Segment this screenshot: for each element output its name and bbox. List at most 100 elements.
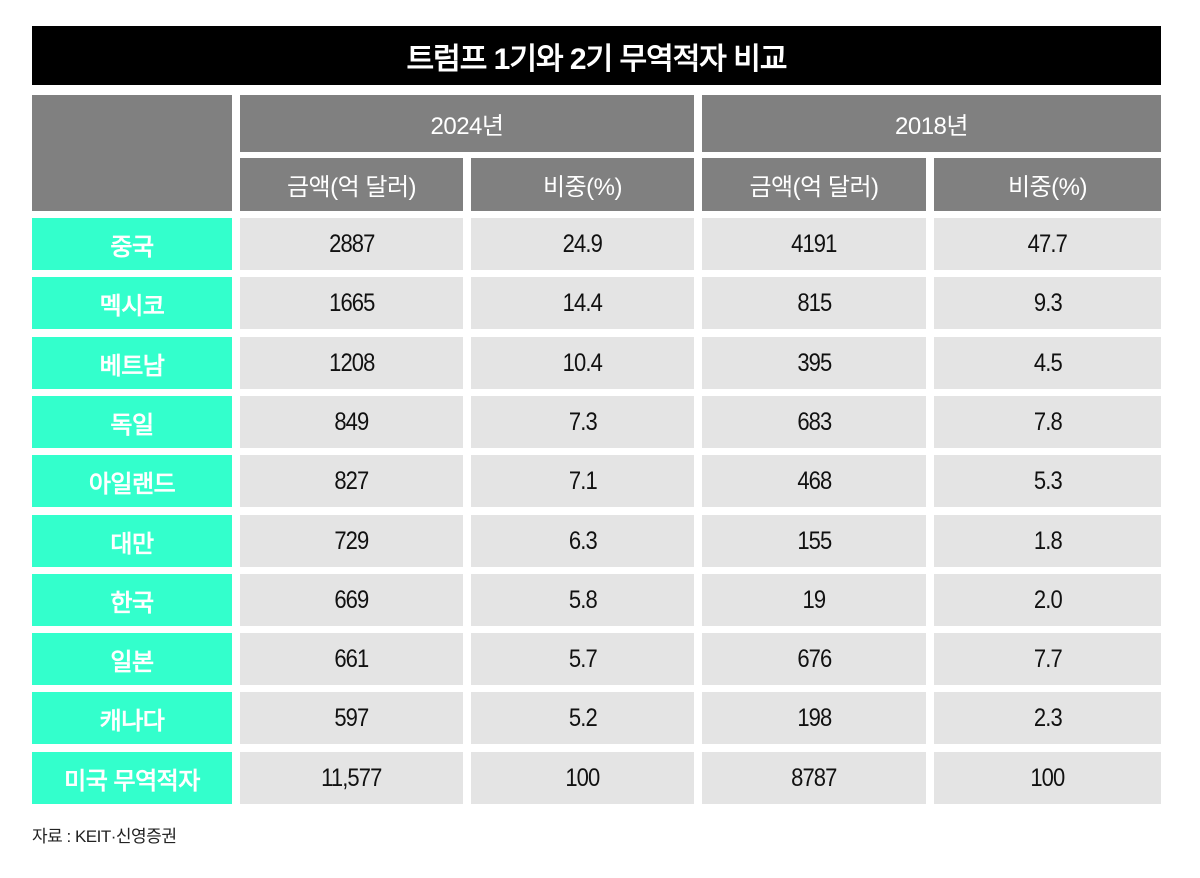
country-cell: 한국 — [32, 574, 232, 626]
amount-2018-cell-text: 8787 — [791, 763, 837, 792]
amount-2018-cell: 155 — [702, 515, 926, 567]
share-2024-cell: 14.4 — [471, 277, 694, 329]
share-2018-cell-text: 47.7 — [1027, 229, 1068, 258]
amount-2024-cell-text: 729 — [334, 526, 369, 555]
share-2018-cell: 2.3 — [934, 692, 1161, 744]
country-cell-text: 아일랜드 — [88, 470, 176, 498]
amount-2024-cell-text: 1665 — [328, 288, 375, 317]
share-2024-cell-text: 14.4 — [562, 288, 603, 317]
share-2024-cell-text: 10.4 — [562, 348, 603, 377]
share-2018-cell: 47.7 — [934, 218, 1161, 270]
country-cell: 중국 — [32, 218, 232, 270]
share-2018-cell: 2.0 — [934, 574, 1161, 626]
amount-2018-cell: 468 — [702, 455, 926, 507]
share-2018-cell-text: 4.5 — [1033, 348, 1063, 377]
share-2024-cell: 100 — [471, 752, 694, 804]
share-2018-cell-text: 7.7 — [1033, 644, 1063, 673]
share-2018-cell: 4.5 — [934, 337, 1161, 389]
amount-2018-cell-text: 155 — [796, 526, 832, 555]
amount-2018-cell: 395 — [702, 337, 926, 389]
share-2018-cell: 1.8 — [934, 515, 1161, 567]
share-2018-cell: 5.3 — [934, 455, 1161, 507]
country-cell-text: 베트남 — [99, 352, 165, 380]
share-2024-cell: 5.2 — [471, 692, 694, 744]
share-2024-cell: 5.7 — [471, 633, 694, 685]
share-2018-cell-text: 2.3 — [1033, 703, 1063, 732]
amount-2024-cell-text: 2887 — [328, 229, 375, 258]
share-2024-cell: 5.8 — [471, 574, 694, 626]
share-2018-cell-text: 1.8 — [1033, 526, 1063, 555]
country-cell-text: 일본 — [110, 648, 154, 676]
share-2024-cell-text: 100 — [565, 763, 600, 792]
amount-2018-cell-text: 395 — [796, 348, 832, 377]
amount-2018-cell-text: 676 — [796, 644, 832, 673]
share-2018-cell-text: 9.3 — [1033, 288, 1063, 317]
share-2024-cell-text: 5.7 — [568, 644, 598, 673]
country-cell: 캐나다 — [32, 692, 232, 744]
amount-2018-cell: 683 — [702, 396, 926, 448]
country-cell: 독일 — [32, 396, 232, 448]
share-2024-cell-text: 7.3 — [568, 407, 598, 436]
country-cell-text: 중국 — [110, 233, 154, 261]
amount-2024-cell: 11,577 — [240, 752, 463, 804]
country-cell: 일본 — [32, 633, 232, 685]
amount-2018-cell: 19 — [702, 574, 926, 626]
amount-2018-cell-text: 683 — [796, 407, 832, 436]
country-cell: 베트남 — [32, 337, 232, 389]
amount-2018-cell-text: 468 — [796, 466, 832, 495]
amount-2024-cell-text: 597 — [334, 703, 369, 732]
share-2018-cell-text: 5.3 — [1033, 466, 1063, 495]
amount-2024-cell-text: 849 — [334, 407, 369, 436]
country-cell: 대만 — [32, 515, 232, 567]
country-cell-text: 미국 무역적자 — [64, 767, 200, 795]
share-2024-cell-text: 5.2 — [568, 703, 598, 732]
share-2018-cell: 100 — [934, 752, 1161, 804]
country-cell: 아일랜드 — [32, 455, 232, 507]
source-note: 자료 : KEIT·신영증권 — [32, 827, 177, 846]
share-2024-cell: 24.9 — [471, 218, 694, 270]
header-corner-cell — [32, 95, 232, 211]
amount-2024-cell: 669 — [240, 574, 463, 626]
amount-2018-cell-text: 815 — [796, 288, 832, 317]
share-2018-cell: 7.7 — [934, 633, 1161, 685]
header-2018-share: 비중(%) — [934, 158, 1161, 211]
amount-2024-cell: 1665 — [240, 277, 463, 329]
amount-2018-cell: 676 — [702, 633, 926, 685]
share-2024-cell: 10.4 — [471, 337, 694, 389]
share-2018-cell-text: 100 — [1030, 763, 1065, 792]
header-2024-amount: 금액(억 달러) — [240, 158, 463, 211]
amount-2018-cell-text: 4191 — [791, 229, 837, 258]
amount-2018-cell: 815 — [702, 277, 926, 329]
amount-2024-cell: 827 — [240, 455, 463, 507]
country-cell-text: 대만 — [110, 530, 154, 558]
country-cell-text: 멕시코 — [99, 292, 165, 320]
share-2018-cell: 9.3 — [934, 277, 1161, 329]
country-cell: 멕시코 — [32, 277, 232, 329]
amount-2024-cell: 597 — [240, 692, 463, 744]
country-cell: 미국 무역적자 — [32, 752, 232, 804]
share-2024-cell-text: 24.9 — [562, 229, 603, 258]
share-2018-cell: 7.8 — [934, 396, 1161, 448]
amount-2024-cell: 2887 — [240, 218, 463, 270]
country-cell-text: 한국 — [110, 589, 154, 617]
header-2024-share: 비중(%) — [471, 158, 694, 211]
share-2024-cell-text: 5.8 — [568, 585, 598, 614]
amount-2024-cell: 1208 — [240, 337, 463, 389]
amount-2024-cell-text: 11,577 — [321, 763, 382, 792]
country-cell-text: 캐나다 — [99, 707, 165, 735]
amount-2024-cell-text: 661 — [334, 644, 369, 673]
amount-2024-cell-text: 669 — [334, 585, 369, 614]
header-year-2018: 2018년 — [702, 95, 1161, 152]
amount-2018-cell-text: 198 — [796, 703, 832, 732]
amount-2024-cell-text: 827 — [334, 466, 369, 495]
share-2024-cell: 7.3 — [471, 396, 694, 448]
amount-2018-cell: 198 — [702, 692, 926, 744]
amount-2024-cell: 729 — [240, 515, 463, 567]
header-year-2024: 2024년 — [240, 95, 694, 152]
share-2018-cell-text: 7.8 — [1033, 407, 1063, 436]
share-2024-cell: 7.1 — [471, 455, 694, 507]
share-2024-cell-text: 6.3 — [568, 526, 598, 555]
amount-2018-cell: 8787 — [702, 752, 926, 804]
amount-2018-cell-text: 19 — [802, 585, 827, 614]
amount-2024-cell: 849 — [240, 396, 463, 448]
